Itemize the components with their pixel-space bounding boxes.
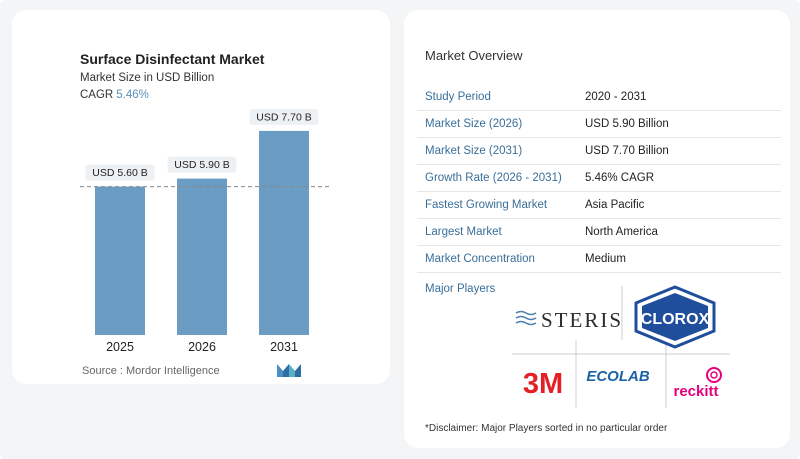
source-text: Source : Mordor Intelligence [82,365,220,377]
data-label: USD 5.60 B [92,167,147,179]
overview-key: Growth Rate (2026 - 2031) [425,172,562,184]
bar-chart: USD 5.60 B 2025 USD 5.90 B 2026 USD 7.70 B 20… [80,108,330,354]
ecolab-logo-text: ECOLAB [586,368,650,385]
overview-value: Medium [585,253,626,265]
clorox-logo-text: CLOROX [641,311,710,328]
overview-key: Study Period [425,91,491,103]
cagr-value: 5.46% [116,89,149,101]
cagr-label: CAGR 5.46% [80,89,149,101]
overview-row: Growth Rate (2026 - 2031) 5.46% CAGR [417,165,781,192]
reckitt-logo-text: reckitt [673,383,718,400]
overview-row: Market Size (2031) USD 7.70 Billion [417,138,781,165]
overview-key: Market Size (2031) [425,145,523,157]
bar [259,130,309,335]
chart-subtitle: Market Size in USD Billion [80,72,215,84]
chart-title: Surface Disinfectant Market [80,51,265,67]
data-label-bg [85,164,155,181]
mordor-logo-icon [277,364,301,377]
bar [177,178,227,335]
data-label: USD 7.70 B [256,111,311,123]
overview-value: 5.46% CAGR [585,172,655,184]
data-label-bg [167,156,237,173]
overview-row: Fastest Growing Market Asia Pacific [417,192,781,219]
overview-table: Study Period 2020 - 2031 Market Size (202… [417,84,781,273]
x-tick-label: 2026 [188,340,216,354]
overview-key: Largest Market [425,226,502,238]
overview-row: Study Period 2020 - 2031 [417,84,781,111]
steris-logo-icon: STERIS [515,308,623,332]
major-players-label: Major Players [425,283,496,295]
steris-logo-text: STERIS [541,308,623,332]
x-tick-label: 2025 [106,340,134,354]
reckitt-logo-icon: reckitt [673,367,722,400]
data-label: USD 5.90 B [174,159,229,171]
3m-logo-icon: 3M [523,368,563,400]
overview-title: Market Overview [425,48,523,63]
overview-row: Largest Market North America [417,219,781,246]
overview-key: Market Concentration [425,253,535,265]
overview-key: Market Size (2026) [425,118,523,130]
disclaimer-text: *Disclaimer: Major Players sorted in no … [425,423,668,434]
ecolab-logo-icon: ECOLAB [586,368,650,385]
clorox-logo-icon: CLOROX [634,285,716,349]
overview-value: USD 5.90 Billion [585,118,669,130]
overview-key: Fastest Growing Market [425,199,548,211]
overview-row: Market Concentration Medium [417,246,781,273]
overview-row: Market Size (2026) USD 5.90 Billion [417,111,781,138]
cagr-text: CAGR [80,89,114,101]
bar [95,186,145,335]
overview-value: Asia Pacific [585,199,645,211]
overview-value: USD 7.70 Billion [585,145,669,157]
x-tick-label: 2031 [270,340,298,354]
overview-card [404,10,790,448]
overview-value: 2020 - 2031 [585,91,647,103]
overview-value: North America [585,226,658,238]
data-label-bg [249,108,319,125]
